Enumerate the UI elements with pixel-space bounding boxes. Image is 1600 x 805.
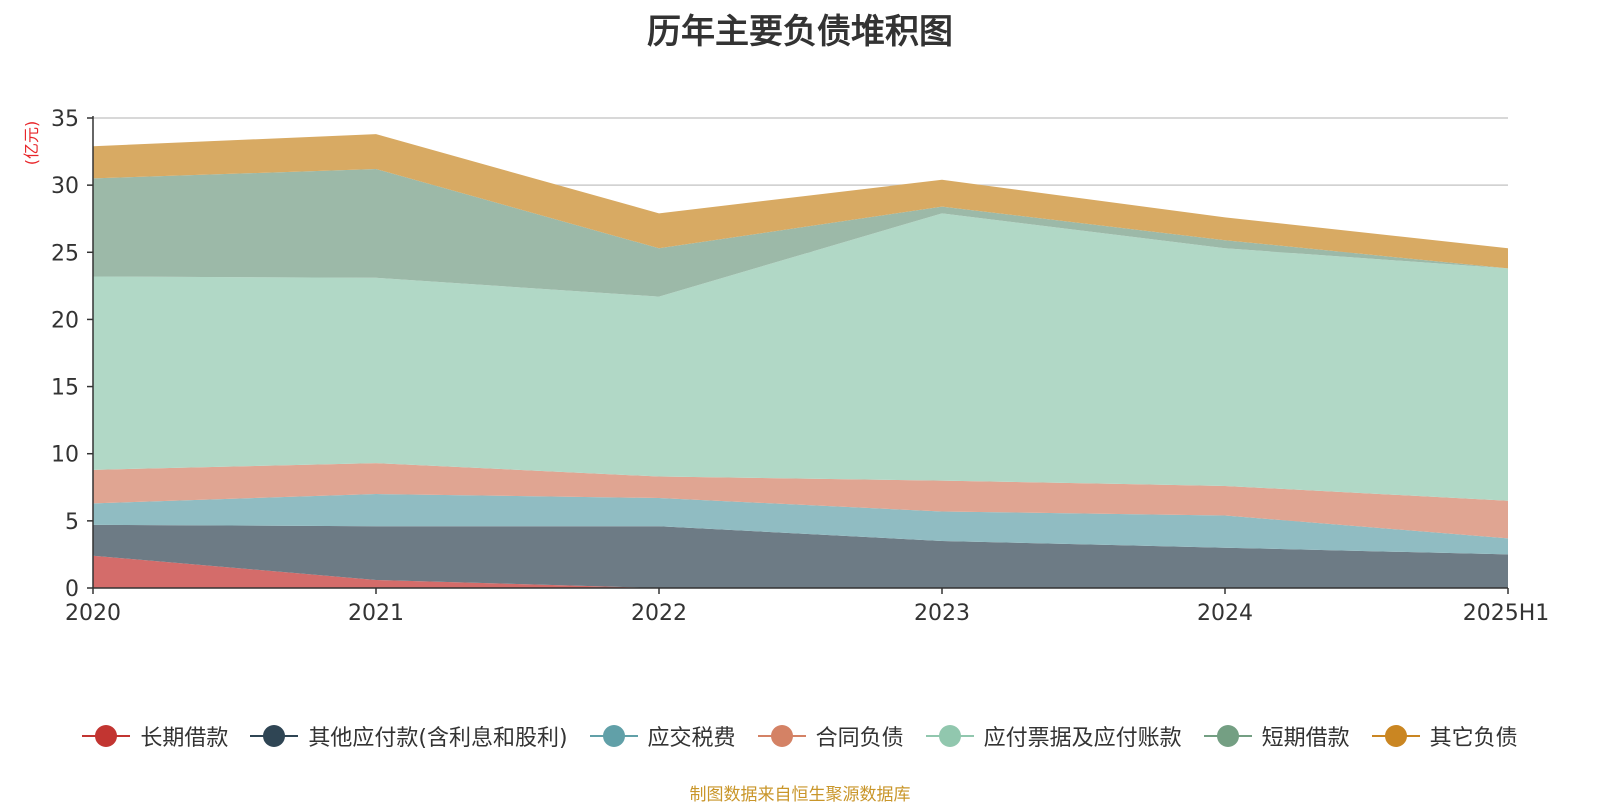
area-其他应付款(含利息和股利) (93, 524, 1508, 588)
area-合同负债 (93, 463, 1508, 539)
y-tick-label: 30 (51, 174, 79, 199)
legend-label: 短期借款 (1261, 726, 1350, 751)
legend-item[interactable]: 长期借款 (82, 720, 228, 752)
area-应交税费 (93, 494, 1508, 555)
legend-label: 应交税费 (647, 726, 736, 751)
area-短期借款 (93, 169, 1508, 297)
legend-swatch-icon (925, 724, 974, 748)
legend-label: 长期借款 (140, 726, 229, 751)
x-tick-label: 2021 (348, 601, 404, 626)
area-长期借款 (93, 555, 1508, 588)
legend-swatch-icon (250, 724, 299, 748)
y-tick-label: 10 (51, 443, 79, 468)
y-tick-label: 15 (51, 376, 79, 401)
x-tick-label: 2020 (65, 601, 121, 626)
data-source-note: 制图数据来自恒生聚源数据库 (689, 785, 911, 805)
y-tick-label: 20 (51, 308, 79, 333)
legend-label: 应付票据及应付账款 (983, 726, 1182, 751)
y-tick-label: 0 (65, 577, 79, 602)
legend-label: 其他应付款(含利息和股利) (308, 726, 568, 751)
y-tick-label: 25 (51, 241, 79, 266)
chart-title: 历年主要负债堆积图 (647, 12, 953, 52)
y-tick-label: 35 (51, 107, 79, 132)
axes: 0 5 10 15 20 25 30 35 2020 2021 2022 2023 2024 2025H1 (51, 107, 1549, 626)
legend-item[interactable]: 其他应付款(含利息和股利) (250, 720, 568, 752)
x-tick-label: 2025H1 (1463, 601, 1550, 626)
legend-label: 其它负债 (1429, 726, 1518, 751)
legend-swatch-icon (1203, 724, 1252, 748)
legend-label: 合同负债 (815, 726, 904, 751)
legend-item[interactable]: 其它负债 (1371, 720, 1518, 752)
legend-item[interactable]: 短期借款 (1203, 720, 1350, 752)
legend-swatch-icon (589, 724, 638, 748)
area-series (93, 134, 1508, 588)
legend-swatch-icon (757, 724, 806, 748)
legend-swatch-icon (82, 724, 131, 748)
area-应付票据及应付账款 (93, 213, 1508, 501)
x-tick-label: 2023 (914, 601, 970, 626)
y-axis-unit-label: (亿元) (22, 121, 41, 166)
legend-item[interactable]: 应交税费 (589, 720, 736, 752)
y-tick-label: 5 (65, 510, 79, 535)
legend-item[interactable]: 应付票据及应付账款 (925, 720, 1182, 752)
area-其它负债 (93, 134, 1508, 269)
legend-swatch-icon (1371, 724, 1420, 748)
x-tick-label: 2024 (1197, 601, 1253, 626)
x-tick-label: 2022 (631, 601, 687, 626)
legend-item[interactable]: 合同负债 (757, 720, 904, 752)
legend: 长期借款 其他应付款(含利息和股利) 应交税费 合同负债 应付票据及应付账款 短期借款 其它… (0, 718, 1600, 754)
